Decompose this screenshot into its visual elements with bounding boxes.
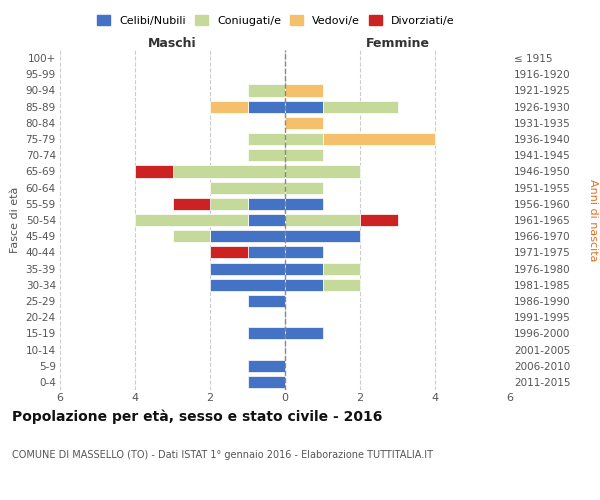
Text: Maschi: Maschi: [148, 37, 197, 50]
Bar: [360, 214, 398, 226]
Bar: [285, 166, 360, 177]
Bar: [248, 133, 285, 145]
Bar: [285, 198, 323, 210]
Bar: [248, 246, 285, 258]
Bar: [323, 262, 360, 274]
Bar: [285, 100, 323, 112]
Bar: [135, 166, 173, 177]
Bar: [210, 262, 285, 274]
Bar: [248, 100, 285, 112]
Bar: [285, 214, 360, 226]
Bar: [285, 262, 323, 274]
Bar: [210, 230, 285, 242]
Bar: [210, 182, 285, 194]
Bar: [285, 182, 323, 194]
Bar: [248, 295, 285, 307]
Bar: [323, 278, 360, 291]
Bar: [323, 133, 435, 145]
Bar: [135, 214, 248, 226]
Bar: [173, 166, 285, 177]
Bar: [285, 149, 323, 162]
Bar: [285, 246, 323, 258]
Bar: [285, 84, 323, 96]
Bar: [210, 246, 248, 258]
Bar: [248, 149, 285, 162]
Bar: [210, 198, 248, 210]
Bar: [323, 100, 398, 112]
Text: Femmine: Femmine: [365, 37, 430, 50]
Bar: [248, 360, 285, 372]
Legend: Celibi/Nubili, Coniugati/e, Vedovi/e, Divorziati/e: Celibi/Nubili, Coniugati/e, Vedovi/e, Di…: [93, 10, 459, 30]
Bar: [285, 278, 323, 291]
Bar: [248, 328, 285, 340]
Bar: [210, 278, 285, 291]
Bar: [285, 117, 323, 129]
Bar: [285, 133, 323, 145]
Bar: [248, 214, 285, 226]
Bar: [248, 376, 285, 388]
Bar: [285, 328, 323, 340]
Bar: [210, 100, 248, 112]
Y-axis label: Anni di nascita: Anni di nascita: [587, 179, 598, 261]
Bar: [248, 198, 285, 210]
Text: Popolazione per età, sesso e stato civile - 2016: Popolazione per età, sesso e stato civil…: [12, 410, 382, 424]
Bar: [173, 198, 210, 210]
Bar: [248, 84, 285, 96]
Y-axis label: Fasce di età: Fasce di età: [10, 187, 20, 253]
Text: COMUNE DI MASSELLO (TO) - Dati ISTAT 1° gennaio 2016 - Elaborazione TUTTITALIA.I: COMUNE DI MASSELLO (TO) - Dati ISTAT 1° …: [12, 450, 433, 460]
Bar: [173, 230, 210, 242]
Bar: [285, 230, 360, 242]
